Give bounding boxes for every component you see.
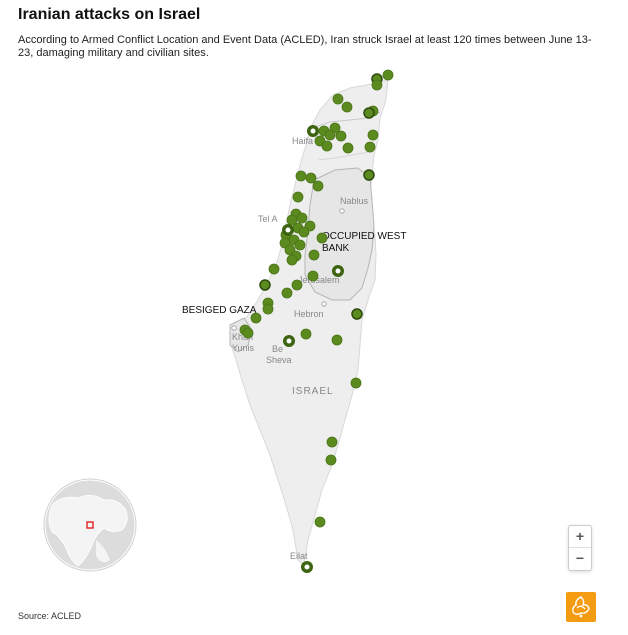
strike-marker[interactable] (382, 69, 394, 81)
city-dot-nablus (339, 208, 345, 214)
city-dot-hebron (321, 301, 327, 307)
region-label-gaza: BESIGED GAZA (182, 305, 257, 316)
strike-marker[interactable] (286, 254, 298, 266)
strike-marker-jerusalem[interactable] (332, 265, 344, 277)
strike-marker[interactable] (321, 140, 333, 152)
strike-marker-haifa[interactable] (307, 125, 319, 137)
city-label-jerusalem: Jerusalem (298, 275, 340, 285)
locator-highlight-box (86, 521, 94, 529)
region-label-israel: ISRAEL (292, 386, 334, 397)
strike-marker[interactable] (341, 101, 353, 113)
galilee-border (317, 151, 369, 161)
strike-marker[interactable] (268, 263, 280, 275)
strike-marker[interactable] (371, 79, 383, 91)
zoom-in-button[interactable]: + (569, 526, 591, 548)
city-label-khan-yunis-2: Yunis (232, 343, 255, 353)
strike-marker[interactable] (286, 214, 298, 226)
city-label-hebron: Hebron (294, 309, 324, 319)
city-dot-khan-yunis (231, 325, 237, 331)
strike-marker[interactable] (332, 93, 344, 105)
zoom-out-button[interactable]: − (575, 550, 585, 566)
city-label-tel-aviv: Tel A (258, 214, 278, 224)
strike-marker[interactable] (351, 308, 363, 320)
strike-marker[interactable] (292, 191, 304, 203)
source-note: Source: ACLED (18, 611, 82, 621)
strike-marker[interactable] (367, 129, 379, 141)
city-label-haifa: Haifa (292, 136, 313, 146)
strike-marker[interactable] (350, 377, 362, 389)
globe-locator-icon (42, 477, 138, 573)
strike-marker[interactable] (305, 172, 317, 184)
strike-marker[interactable] (308, 249, 320, 261)
region-label-west-bank-1: OCCUPIED WEST (322, 231, 406, 242)
strike-marker[interactable] (294, 239, 306, 251)
strike-marker[interactable] (316, 232, 328, 244)
strike-markers (239, 69, 394, 528)
city-label-eilat: Eilat (290, 551, 308, 561)
strike-marker-tel-aviv[interactable] (282, 224, 294, 236)
city-label-beersheba-1: Be (272, 344, 283, 354)
strike-marker[interactable] (298, 226, 310, 238)
strike-marker[interactable] (363, 107, 375, 119)
strike-marker[interactable] (259, 279, 271, 291)
al-jazeera-logo-icon[interactable] (566, 592, 596, 622)
strike-marker[interactable] (363, 169, 375, 181)
city-label-khan-yunis-1: Khan (232, 332, 253, 342)
zoom-control: + − (568, 525, 592, 571)
strike-marker[interactable] (331, 334, 343, 346)
strike-marker[interactable] (312, 180, 324, 192)
strike-marker[interactable] (291, 279, 303, 291)
strike-marker[interactable] (324, 129, 336, 141)
page-title: Iranian attacks on Israel (18, 6, 201, 23)
strike-marker[interactable] (300, 328, 312, 340)
region-label-west-bank-2: BANK (322, 243, 350, 254)
strike-marker[interactable] (262, 303, 274, 315)
strike-marker-eilat[interactable] (301, 561, 313, 573)
strike-marker[interactable] (325, 454, 337, 466)
page-subtitle: According to Armed Conflict Location and… (18, 34, 592, 59)
city-label-nablus: Nablus (340, 196, 369, 206)
strike-marker[interactable] (295, 170, 307, 182)
strike-marker-beersheba[interactable] (283, 335, 295, 347)
strike-marker[interactable] (364, 141, 376, 153)
strike-marker[interactable] (281, 287, 293, 299)
strike-marker[interactable] (335, 130, 347, 142)
city-label-beersheba-2: Sheva (266, 355, 292, 365)
city-strike-markers (282, 125, 344, 573)
strike-marker[interactable] (326, 436, 338, 448)
strike-marker[interactable] (307, 270, 319, 282)
strike-marker[interactable] (314, 516, 326, 528)
strike-marker[interactable] (342, 142, 354, 154)
strike-marker[interactable] (296, 212, 308, 224)
strike-marker[interactable] (242, 327, 254, 339)
strike-marker[interactable] (250, 312, 262, 324)
